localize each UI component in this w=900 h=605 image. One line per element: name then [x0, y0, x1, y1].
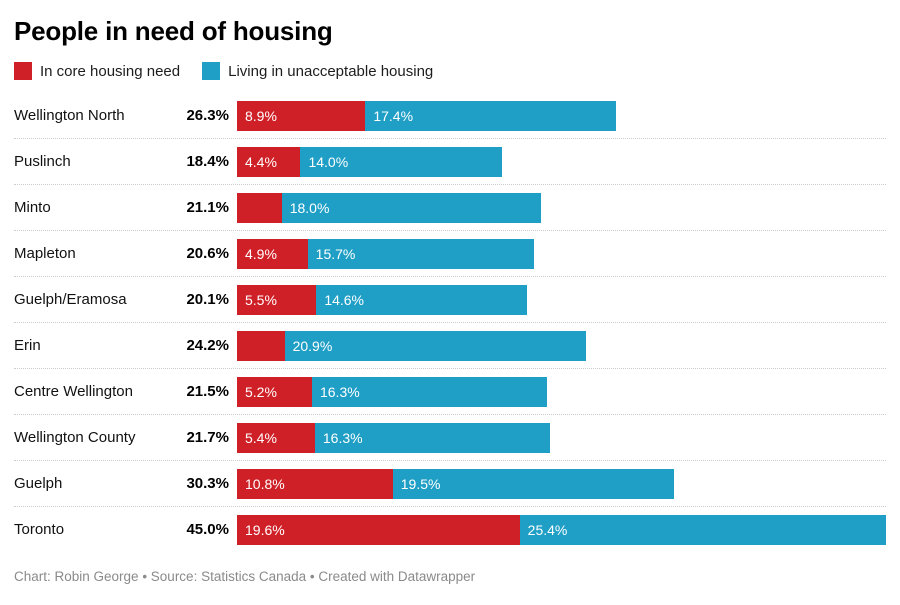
bar-segment-value-label: 19.6% — [245, 521, 285, 538]
bar-segment-value-label: 18.0% — [289, 199, 330, 216]
bar-segment-value-label: 5.4% — [245, 429, 277, 446]
row-total-value: 20.6% — [186, 245, 229, 262]
row-total-value: 18.4% — [186, 153, 229, 170]
bar-segment-core-housing-need: 5.4% — [237, 422, 315, 453]
bar-segment-value-label: 15.7% — [315, 245, 356, 262]
bar-segment-value-label: 10.8% — [245, 475, 285, 492]
bar-segment-value-label: 19.5% — [400, 475, 441, 492]
row-total-value: 45.0% — [186, 521, 229, 538]
chart-row: Centre Wellington 21.5% 5.2% 16.3% — [14, 369, 886, 415]
bar-track: 5.4% 16.3% — [237, 422, 886, 453]
row-total-value: 24.2% — [186, 337, 229, 354]
bar-segment-unacceptable-housing: 18.0% — [281, 192, 542, 223]
row-label: Minto — [14, 199, 51, 216]
bar-track: 4.4% 14.0% — [237, 146, 886, 177]
legend-label: Living in unacceptable housing — [228, 62, 434, 80]
stacked-bar-chart: Wellington North 26.3% 8.9% 17.4% Puslin… — [14, 93, 886, 552]
bar-segment-unacceptable-housing: 15.7% — [307, 238, 535, 269]
bar-segment-unacceptable-housing: 17.4% — [365, 100, 617, 131]
row-label: Centre Wellington — [14, 383, 133, 400]
bar-segment-core-housing-need: 19.6% — [237, 514, 520, 545]
chart-row: Mapleton 20.6% 4.9% 15.7% — [14, 231, 886, 277]
bar-segment-core-housing-need: 4.4% — [237, 146, 301, 177]
row-label: Mapleton — [14, 245, 76, 262]
bar-segment-core-housing-need — [237, 192, 282, 223]
row-label: Puslinch — [14, 153, 71, 170]
bar-segment-value-label: 14.6% — [324, 291, 365, 308]
row-label: Erin — [14, 337, 41, 354]
chart-row: Erin 24.2% 20.9% — [14, 323, 886, 369]
bar-segment-value-label: 5.2% — [245, 383, 277, 400]
row-total-value: 20.1% — [186, 291, 229, 308]
bar-track: 20.9% — [237, 330, 886, 361]
bar-segment-unacceptable-housing: 19.5% — [392, 468, 674, 499]
bar-segment-core-housing-need — [237, 330, 285, 361]
bar-track: 8.9% 17.4% — [237, 100, 886, 131]
row-total-value: 30.3% — [186, 475, 229, 492]
chart-row: Guelph 30.3% 10.8% 19.5% — [14, 461, 886, 507]
bar-segment-unacceptable-housing: 14.0% — [300, 146, 503, 177]
bar-segment-core-housing-need: 5.5% — [237, 284, 317, 315]
row-total-value: 21.7% — [186, 429, 229, 446]
chart-footer-credit: Chart: Robin George • Source: Statistics… — [14, 569, 476, 584]
bar-segment-core-housing-need: 5.2% — [237, 376, 312, 407]
row-total-value: 21.1% — [186, 199, 229, 216]
bar-track: 10.8% 19.5% — [237, 468, 886, 499]
bar-segment-value-label: 14.0% — [308, 153, 349, 170]
chart-row: Toronto 45.0% 19.6% 25.4% — [14, 507, 886, 552]
bar-track: 5.5% 14.6% — [237, 284, 886, 315]
bar-segment-value-label: 16.3% — [319, 383, 360, 400]
chart-row: Puslinch 18.4% 4.4% 14.0% — [14, 139, 886, 185]
chart-title: People in need of housing — [14, 16, 333, 46]
bar-segment-unacceptable-housing: 14.6% — [316, 284, 527, 315]
chart-row: Guelph/Eramosa 20.1% 5.5% 14.6% — [14, 277, 886, 323]
legend-swatch-red-icon — [14, 62, 32, 80]
legend: In core housing need Living in unaccepta… — [14, 62, 886, 80]
bar-segment-value-label: 8.9% — [245, 107, 277, 124]
bar-segment-unacceptable-housing: 20.9% — [284, 330, 586, 361]
bar-track: 19.6% 25.4% — [237, 514, 886, 545]
bar-segment-core-housing-need: 10.8% — [237, 468, 393, 499]
bar-segment-unacceptable-housing: 16.3% — [314, 422, 550, 453]
bar-track: 18.0% — [237, 192, 886, 223]
legend-item-core-housing-need: In core housing need — [14, 62, 180, 80]
bar-segment-value-label: 25.4% — [527, 521, 568, 538]
chart-row: Wellington North 26.3% 8.9% 17.4% — [14, 93, 886, 139]
bar-segment-unacceptable-housing: 25.4% — [519, 514, 886, 545]
legend-label: In core housing need — [40, 62, 181, 80]
bar-segment-value-label: 5.5% — [245, 291, 277, 308]
chart-row: Minto 21.1% 18.0% — [14, 185, 886, 231]
bar-segment-unacceptable-housing: 16.3% — [311, 376, 548, 407]
legend-swatch-blue-icon — [202, 62, 221, 80]
bar-segment-core-housing-need: 4.9% — [237, 238, 308, 269]
bar-segment-value-label: 4.4% — [245, 153, 277, 170]
row-total-value: 26.3% — [186, 107, 229, 124]
bar-segment-value-label: 20.9% — [292, 337, 333, 354]
bar-segment-value-label: 17.4% — [373, 107, 414, 124]
row-label: Wellington North — [14, 107, 125, 124]
bar-track: 5.2% 16.3% — [237, 376, 886, 407]
chart-row: Wellington County 21.7% 5.4% 16.3% — [14, 415, 886, 461]
row-label: Guelph/Eramosa — [14, 291, 127, 308]
row-label: Toronto — [14, 521, 65, 538]
legend-item-unacceptable-housing: Living in unacceptable housing — [202, 62, 433, 80]
bar-segment-core-housing-need: 8.9% — [237, 100, 366, 131]
bar-track: 4.9% 15.7% — [237, 238, 886, 269]
row-label: Wellington County — [14, 429, 136, 446]
row-label: Guelph — [14, 475, 63, 492]
bar-segment-value-label: 16.3% — [322, 429, 363, 446]
bar-segment-value-label: 4.9% — [245, 245, 277, 262]
row-total-value: 21.5% — [186, 383, 229, 400]
